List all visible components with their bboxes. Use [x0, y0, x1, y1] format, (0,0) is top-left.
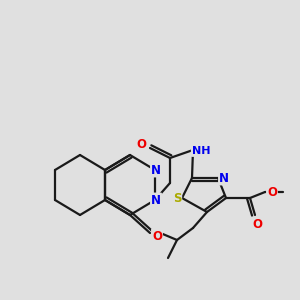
Text: N: N: [151, 164, 161, 176]
Text: N: N: [151, 194, 161, 206]
Text: O: O: [252, 218, 262, 230]
Text: O: O: [136, 137, 146, 151]
Text: NH: NH: [192, 146, 210, 156]
Text: O: O: [267, 185, 277, 199]
Text: S: S: [173, 191, 181, 205]
Text: N: N: [219, 172, 229, 184]
Text: O: O: [152, 230, 162, 242]
